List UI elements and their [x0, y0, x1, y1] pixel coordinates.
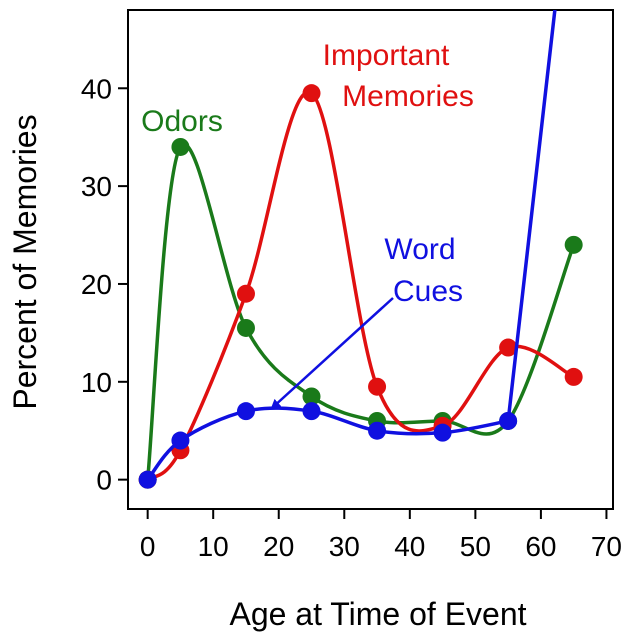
x-tick-label-50: 50: [460, 531, 491, 562]
y-tick-label-30: 30: [81, 171, 112, 202]
point-odors-65: [564, 235, 583, 254]
plot-area: [138, 10, 583, 489]
annotation-word-line-2: Cues: [393, 275, 463, 308]
word-cues-arrow: [270, 297, 394, 410]
x-tick-label-60: 60: [525, 531, 556, 562]
annotation-important-line-2: Memories: [342, 80, 474, 113]
annotation-word-line-1: Word: [384, 233, 455, 266]
point-word-cues-35: [368, 421, 387, 440]
point-important-memories-55: [499, 338, 518, 357]
y-axis-label: Percent of Memories: [7, 114, 43, 409]
point-odors-15: [236, 318, 255, 337]
point-important-memories-65: [564, 367, 583, 386]
plot-frame: [127, 9, 614, 510]
series-annotations: Odors Important Memories Word Cues: [141, 39, 474, 410]
x-tick-label-20: 20: [263, 531, 294, 562]
x-tick-label-30: 30: [329, 531, 360, 562]
series-line-word-cues: [146, 10, 557, 481]
point-word-cues-15: [236, 402, 255, 421]
point-word-cues-55: [499, 411, 518, 430]
y-tick-label-10: 10: [81, 367, 112, 398]
point-word-cues-45: [433, 423, 452, 442]
point-important-memories-25: [302, 84, 321, 103]
point-word-cues-5: [171, 431, 190, 450]
y-tick-label-0: 0: [96, 465, 112, 496]
point-important-memories-15: [236, 284, 255, 303]
y-tick-label-40: 40: [81, 73, 112, 104]
x-tick-label-0: 0: [140, 531, 156, 562]
annotation-important-line-1: Important: [323, 39, 450, 72]
series-word-cues: [138, 10, 557, 489]
axis-ticks: 0 10 20 30 40 50 60 70 0 10 20 30 40: [81, 73, 622, 562]
y-tick-label-20: 20: [81, 269, 112, 300]
x-axis-label: Age at Time of Event: [229, 596, 526, 632]
x-tick-label-40: 40: [394, 531, 425, 562]
series-line-important-memories: [146, 90, 575, 482]
x-tick-label-10: 10: [198, 531, 229, 562]
annotation-odors-line-1: Odors: [141, 105, 223, 138]
point-odors-25: [302, 387, 321, 406]
point-odors-5: [171, 137, 190, 156]
point-important-memories-35: [368, 377, 387, 396]
x-tick-label-70: 70: [591, 531, 622, 562]
point-word-cues-25: [302, 402, 321, 421]
point-word-cues-0: [138, 470, 157, 489]
